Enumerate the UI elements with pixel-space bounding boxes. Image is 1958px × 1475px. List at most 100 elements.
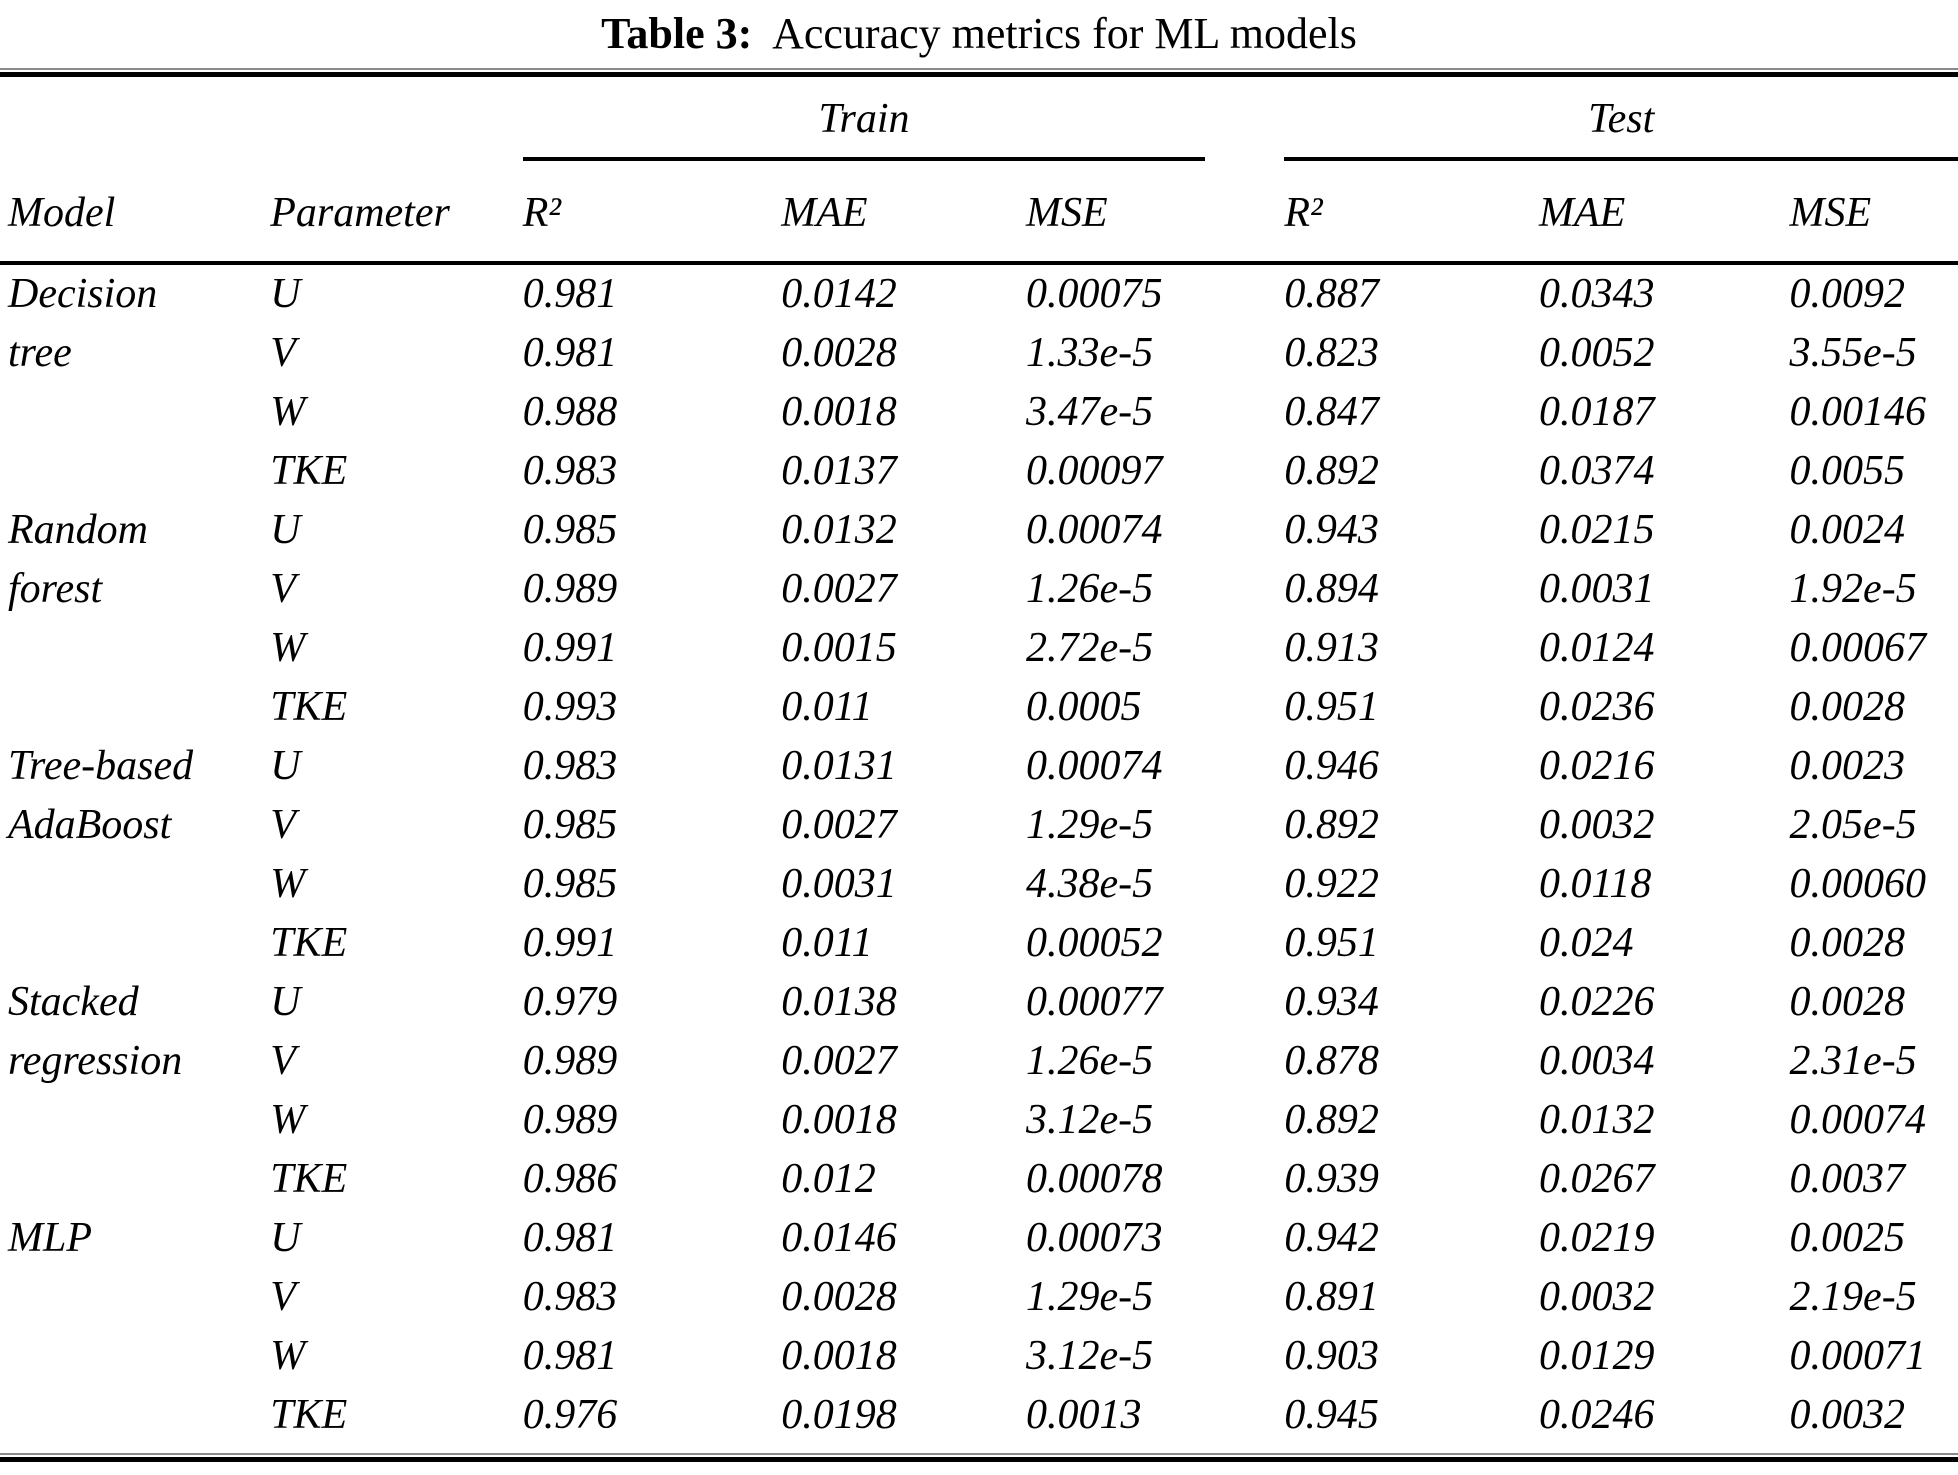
train-r2-value: 0.981: [522, 271, 618, 317]
parameter-value: V: [270, 566, 296, 612]
train-mae-value: 0.0031: [781, 861, 897, 907]
column-spacer: [1245, 1209, 1284, 1268]
column-spacer: [1245, 324, 1284, 383]
parameter-value: U: [270, 507, 301, 553]
column-spacer: [1245, 501, 1284, 560]
table-row: W 0.991 0.0015 2.72e-5 0.913 0.0124 0.00067: [0, 619, 1958, 678]
column-spacer: [1245, 619, 1284, 678]
test-mse-value: 3.55e-5: [1789, 330, 1917, 376]
table-caption-label: Table 3:: [601, 9, 753, 58]
test-mse-value: 1.92e-5: [1789, 566, 1917, 612]
parameter-value: U: [270, 271, 301, 317]
train-mse-value: 3.12e-5: [1025, 1097, 1154, 1143]
accuracy-table: Train Test Model Parameter R² MAE MSE R²…: [0, 77, 1958, 1445]
train-mse-value: 0.0005: [1025, 684, 1142, 730]
table-caption: Table 3: Accuracy metrics for ML models: [0, 0, 1958, 68]
train-r2-value: 0.985: [522, 802, 618, 848]
table-row: W 0.989 0.0018 3.12e-5 0.892 0.0132 0.00074: [0, 1091, 1958, 1150]
column-spacer: [1245, 442, 1284, 501]
test-r2-value: 0.892: [1284, 1097, 1379, 1143]
model-name-line: Random: [8, 507, 148, 553]
column-spacer: [1245, 1268, 1284, 1327]
test-mse-value: 0.00146: [1789, 389, 1927, 435]
test-r2-value: 0.903: [1284, 1333, 1379, 1379]
train-r2-value: 0.991: [522, 625, 618, 671]
column-header-model: Model: [0, 161, 271, 265]
parameter-value: V: [270, 1038, 296, 1084]
table-row: MLP U 0.981 0.0146 0.00073 0.942 0.0219 0.0025: [0, 1209, 1958, 1268]
train-mse-value: 1.26e-5: [1025, 566, 1154, 612]
column-header-train-mse: MSE: [1025, 161, 1246, 265]
model-name-line: AdaBoost: [8, 802, 172, 848]
column-header-spacer: [1245, 161, 1285, 265]
parameter-value: V: [270, 1274, 296, 1320]
table-row: V 0.985 0.0027 1.29e-5 0.892 0.0032 2.05e-5: [0, 796, 1958, 855]
test-mae-value: 0.0124: [1538, 625, 1655, 671]
test-r2-value: 0.942: [1284, 1215, 1379, 1261]
test-group-label: Test: [1284, 95, 1958, 161]
test-mae-value: 0.0267: [1538, 1156, 1655, 1202]
test-mae-value: 0.0032: [1538, 1274, 1655, 1320]
train-r2-value: 0.976: [522, 1392, 618, 1438]
test-mse-value: 0.0028: [1789, 684, 1906, 730]
parameter-value: TKE: [270, 1392, 348, 1438]
group-header-test: Test: [1284, 77, 1958, 161]
train-r2-value: 0.985: [522, 507, 618, 553]
bottom-gap: [0, 1445, 1958, 1453]
parameter-value: W: [270, 389, 306, 435]
parameter-value: U: [270, 1215, 301, 1261]
test-mae-value: 0.0219: [1538, 1215, 1655, 1261]
model-name: Decision tree: [0, 263, 270, 501]
train-mse-value: 1.29e-5: [1025, 802, 1154, 848]
test-mse-value: 0.00074: [1789, 1097, 1927, 1143]
test-mse-value: 0.0025: [1789, 1215, 1906, 1261]
table-row: TKE 0.993 0.011 0.0005 0.951 0.0236 0.0028: [0, 678, 1958, 737]
test-r2-value: 0.943: [1284, 507, 1379, 553]
test-r2-value: 0.951: [1284, 684, 1379, 730]
train-r2-value: 0.979: [522, 979, 618, 1025]
train-r2-value: 0.981: [522, 330, 618, 376]
train-mae-value: 0.0028: [781, 1274, 897, 1320]
train-mae-value: 0.0137: [781, 448, 897, 494]
train-mae-value: 0.0015: [781, 625, 897, 671]
train-mse-value: 0.00075: [1025, 271, 1163, 317]
column-spacer: [1245, 914, 1284, 973]
train-mae-value: 0.0018: [781, 389, 897, 435]
train-mae-value: 0.0028: [781, 330, 897, 376]
train-r2-value: 0.991: [522, 920, 618, 966]
test-mae-value: 0.0216: [1538, 743, 1655, 789]
parameter-value: W: [270, 1097, 306, 1143]
group-header-blank: [0, 77, 523, 161]
test-mse-value: 0.0024: [1789, 507, 1906, 553]
test-mse-value: 0.0023: [1789, 743, 1906, 789]
train-mse-value: 4.38e-5: [1025, 861, 1154, 907]
table-row: V 0.989 0.0027 1.26e-5 0.878 0.0034 2.31e-5: [0, 1032, 1958, 1091]
column-spacer: [1245, 263, 1284, 324]
model-name-line: tree: [8, 330, 72, 376]
test-mae-value: 0.024: [1538, 920, 1634, 966]
test-mae-value: 0.0052: [1538, 330, 1655, 376]
column-spacer: [1245, 796, 1284, 855]
table-row: Decision tree U 0.981 0.0142 0.00075 0.887 0.03…: [0, 263, 1958, 376]
train-mse-value: 0.00078: [1025, 1156, 1163, 1202]
test-r2-value: 0.847: [1284, 389, 1379, 435]
train-r2-value: 0.983: [522, 448, 618, 494]
table-row: V 0.983 0.0028 1.29e-5 0.891 0.0032 2.19e-5: [0, 1268, 1958, 1327]
test-r2-value: 0.887: [1284, 271, 1379, 317]
test-r2-value: 0.823: [1284, 330, 1379, 376]
table-top-rule: [0, 68, 1958, 77]
train-r2-value: 0.981: [522, 1215, 618, 1261]
train-mse-value: 0.0013: [1025, 1392, 1142, 1438]
table-row: W 0.985 0.0031 4.38e-5 0.922 0.0118 0.00060: [0, 855, 1958, 914]
parameter-value: V: [270, 330, 296, 376]
test-mse-value: 0.0092: [1789, 271, 1906, 317]
table-row: TKE 0.983 0.0137 0.00097 0.892 0.0374 0.0055: [0, 442, 1958, 501]
test-mae-value: 0.0034: [1538, 1038, 1655, 1084]
train-mae-value: 0.0138: [781, 979, 897, 1025]
model-name: Tree-based AdaBoost: [0, 737, 270, 973]
model-name-line: forest: [8, 566, 103, 612]
column-header-parameter: Parameter: [270, 161, 523, 265]
test-r2-value: 0.922: [1284, 861, 1379, 907]
train-r2-value: 0.988: [522, 389, 618, 435]
column-spacer: [1245, 855, 1284, 914]
